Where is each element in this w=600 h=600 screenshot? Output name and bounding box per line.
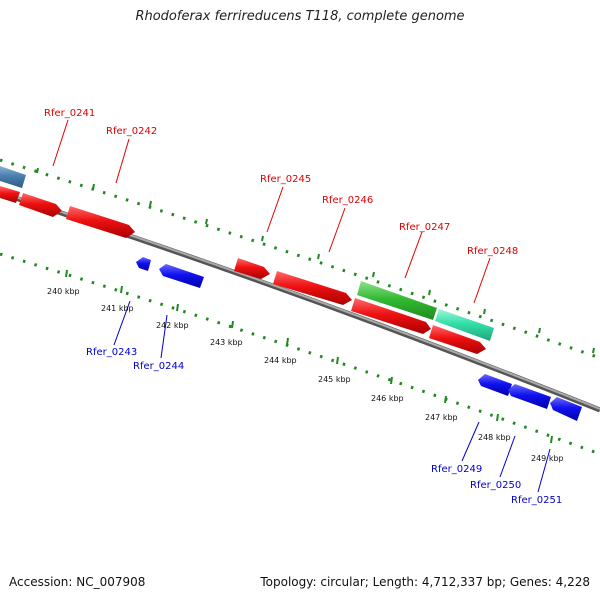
gene-label: Rfer_0251 [511,495,562,506]
gene-arrow-rfer-0247b [351,298,431,334]
scale-label: 244 kbp [264,356,297,365]
scale-label: 247 kbp [425,413,458,422]
gene-arrow-rfer-0246 [273,271,352,305]
outer-major-ticks [36,167,595,354]
gene-arrow-rfer-0247 [357,281,437,320]
gene-label: Rfer_0241 [44,108,95,119]
outer-tick-track [0,158,600,360]
gene-arrow-partial [0,166,26,188]
scale-label: 243 kbp [210,338,243,347]
gene-arrow-rfer-0245 [234,258,270,279]
scale-label: 242 kbp [156,321,189,330]
scale-label: 240 kbp [47,287,80,296]
scale-label: 249 kbp [531,454,564,463]
gene-label: Rfer_0248 [467,246,518,257]
gene-label: Rfer_0246 [322,195,373,206]
gene-label: Rfer_0249 [431,464,482,475]
gene-label: Rfer_0250 [470,480,521,491]
scale-labels: 240 kbp 241 kbp 242 kbp 243 kbp 244 kbp … [47,287,564,463]
scale-label: 246 kbp [371,394,404,403]
gene-arrow-rfer-0242b [66,206,135,238]
gene-label: Rfer_0243 [86,347,137,358]
gene-label: Rfer_0247 [399,222,450,233]
accession-text: Accession: NC_007908 [9,575,146,589]
gene-arrow-rfer-0242a [19,193,62,217]
gene-label: Rfer_0244 [133,361,184,372]
inner-major-ticks [65,269,553,444]
scale-label: 241 kbp [101,304,134,313]
gene-label: Rfer_0245 [260,174,311,185]
gene-arrow-rfer-0248b [429,325,486,354]
gene-arrow-rfer-0248 [435,309,494,341]
gene-arrow-rfer-0250 [508,384,551,409]
bottom-gene-labels: Rfer_0243 Rfer_0244 Rfer_0249 Rfer_0250 … [86,347,562,506]
gene-arrow-rfer-0249 [478,374,512,396]
top-leader-lines [52,119,491,304]
bottom-leader-lines [113,300,551,493]
top-gene-labels: Rfer_0241 Rfer_0242 Rfer_0245 Rfer_0246 … [44,108,518,257]
scale-label: 245 kbp [318,375,351,384]
gene-arrow-rfer-0251 [550,397,582,421]
gene-label: Rfer_0242 [106,126,157,137]
gene-arrow-rfer-0241 [0,186,20,203]
scale-label: 248 kbp [478,433,511,442]
topology-text: Topology: circular; Length: 4,712,337 bp… [260,575,590,589]
gene-arrow-rfer-0244 [159,264,204,288]
diagram-title: Rhodoferax ferrireducens T118, complete … [135,9,465,24]
gene-arrow-rfer-0243 [136,257,151,271]
